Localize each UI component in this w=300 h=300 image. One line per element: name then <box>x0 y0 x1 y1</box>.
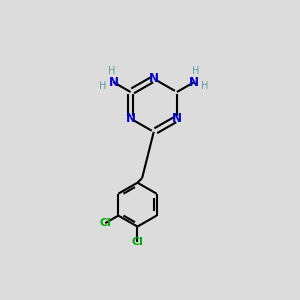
Text: N: N <box>172 112 182 125</box>
Text: H: H <box>192 66 200 76</box>
Text: Cl: Cl <box>99 218 111 228</box>
Text: N: N <box>189 76 199 89</box>
Text: Cl: Cl <box>131 237 143 247</box>
Text: H: H <box>99 81 107 91</box>
Text: N: N <box>109 76 118 89</box>
Text: H: H <box>201 81 208 91</box>
Text: N: N <box>149 72 159 85</box>
Text: H: H <box>108 66 115 76</box>
Text: N: N <box>126 112 136 125</box>
